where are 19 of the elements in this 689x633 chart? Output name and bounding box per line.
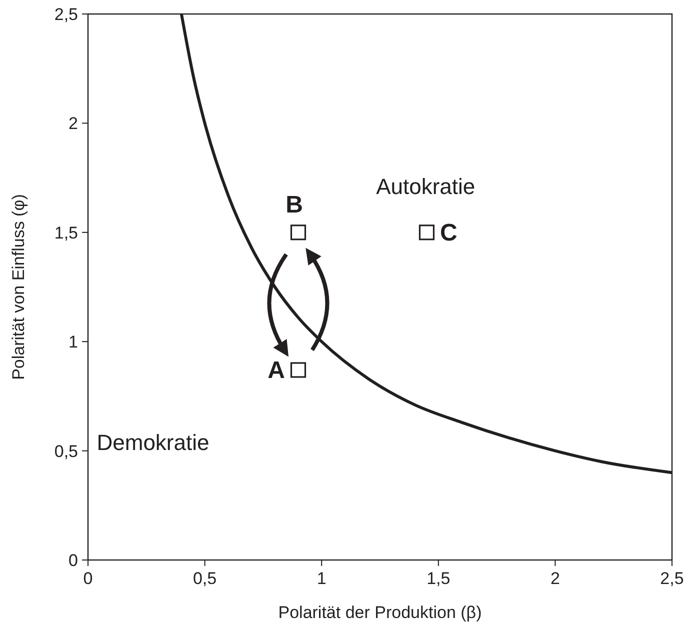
y-tick-label: 1: [68, 332, 78, 352]
x-tick-label: 2: [550, 569, 560, 588]
x-tick-label: 0: [83, 569, 93, 588]
data-label: B: [286, 191, 303, 218]
x-tick-label: 1,5: [426, 569, 450, 588]
x-tick-label: 1: [316, 569, 326, 588]
x-tick-label: 0,5: [192, 569, 217, 588]
y-tick-label: 2,5: [54, 5, 78, 24]
y-axis-title: Polarität von Einfluss (φ): [9, 194, 28, 380]
y-tick-label: 1,5: [54, 223, 78, 242]
y-tick-label: 0,5: [54, 442, 78, 461]
x-tick-label: 2,5: [660, 569, 684, 588]
y-tick-label: 0: [68, 551, 78, 570]
annotation: Autokratie: [376, 174, 476, 199]
y-tick-label: 2: [68, 114, 78, 134]
x-axis-title: Polarität der Produktion (β): [278, 603, 482, 622]
data-label: C: [440, 219, 458, 246]
annotation: Demokratie: [96, 430, 210, 455]
data-label: A: [268, 356, 285, 384]
